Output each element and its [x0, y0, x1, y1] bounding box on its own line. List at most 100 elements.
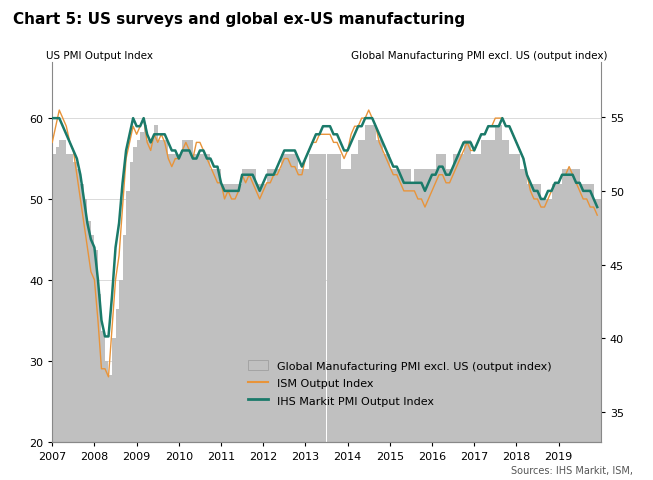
- Bar: [365, 126, 369, 442]
- Bar: [548, 199, 552, 442]
- Bar: [101, 331, 105, 442]
- Bar: [456, 155, 460, 442]
- Bar: [594, 199, 597, 442]
- Bar: [372, 126, 375, 442]
- Bar: [77, 170, 80, 442]
- Bar: [552, 184, 555, 442]
- Bar: [129, 162, 133, 442]
- Bar: [193, 155, 197, 442]
- Bar: [88, 221, 91, 442]
- Bar: [179, 155, 182, 442]
- Bar: [432, 170, 436, 442]
- Bar: [387, 155, 390, 442]
- Bar: [91, 236, 95, 442]
- Bar: [404, 170, 407, 442]
- Bar: [524, 170, 527, 442]
- Bar: [316, 155, 319, 442]
- Bar: [562, 170, 565, 442]
- Bar: [358, 140, 362, 442]
- Bar: [478, 155, 481, 442]
- Text: Sources: IHS Markit, ISM,: Sources: IHS Markit, ISM,: [511, 465, 633, 475]
- Bar: [534, 184, 537, 442]
- Bar: [513, 155, 517, 442]
- Bar: [355, 155, 358, 442]
- Bar: [207, 155, 210, 442]
- Bar: [527, 184, 530, 442]
- Bar: [56, 148, 59, 442]
- Bar: [158, 140, 161, 442]
- Bar: [397, 170, 400, 442]
- Bar: [260, 184, 263, 442]
- Bar: [569, 170, 573, 442]
- Bar: [502, 140, 506, 442]
- Bar: [319, 155, 323, 442]
- Bar: [189, 140, 193, 442]
- Bar: [186, 140, 189, 442]
- Bar: [225, 184, 228, 442]
- Bar: [161, 140, 165, 442]
- Bar: [80, 184, 84, 442]
- Bar: [471, 155, 474, 442]
- Bar: [291, 155, 295, 442]
- Bar: [238, 184, 242, 442]
- Bar: [204, 155, 207, 442]
- Bar: [580, 184, 583, 442]
- Bar: [70, 155, 73, 442]
- Bar: [400, 170, 404, 442]
- Bar: [52, 155, 56, 442]
- Bar: [369, 126, 372, 442]
- Bar: [140, 133, 144, 442]
- Bar: [506, 140, 509, 442]
- Bar: [274, 170, 278, 442]
- Bar: [590, 184, 594, 442]
- Bar: [197, 155, 200, 442]
- Bar: [460, 155, 464, 442]
- Bar: [453, 155, 456, 442]
- Bar: [63, 140, 67, 442]
- Legend: Global Manufacturing PMI excl. US (output index), ISM Output Index, IHS Markit P: Global Manufacturing PMI excl. US (outpu…: [247, 360, 551, 406]
- Bar: [375, 140, 379, 442]
- Bar: [217, 170, 221, 442]
- Text: Chart 5: US surveys and global ex-US manufacturing: Chart 5: US surveys and global ex-US man…: [13, 12, 465, 27]
- Bar: [256, 184, 260, 442]
- Bar: [390, 170, 393, 442]
- Bar: [485, 140, 488, 442]
- Bar: [284, 155, 288, 442]
- Bar: [210, 170, 214, 442]
- Bar: [439, 155, 443, 442]
- Bar: [344, 170, 347, 442]
- Bar: [116, 309, 119, 442]
- Bar: [326, 155, 330, 442]
- Bar: [98, 295, 101, 442]
- Bar: [558, 184, 562, 442]
- Bar: [281, 155, 284, 442]
- Bar: [214, 170, 217, 442]
- Bar: [84, 199, 88, 442]
- Bar: [545, 199, 548, 442]
- Bar: [306, 170, 309, 442]
- Bar: [298, 170, 302, 442]
- Bar: [537, 184, 541, 442]
- Bar: [126, 192, 129, 442]
- Bar: [530, 184, 534, 442]
- Bar: [278, 170, 281, 442]
- Bar: [509, 155, 513, 442]
- Bar: [151, 140, 154, 442]
- Bar: [309, 155, 312, 442]
- Bar: [253, 170, 256, 442]
- Bar: [147, 140, 151, 442]
- Bar: [383, 155, 387, 442]
- Bar: [136, 140, 140, 442]
- Bar: [407, 170, 411, 442]
- Bar: [112, 339, 116, 442]
- Bar: [520, 170, 524, 442]
- Text: US PMI Output Index: US PMI Output Index: [46, 50, 153, 60]
- Bar: [266, 170, 270, 442]
- Bar: [270, 170, 274, 442]
- Bar: [573, 170, 576, 442]
- Bar: [123, 236, 126, 442]
- Bar: [583, 184, 586, 442]
- Bar: [541, 199, 545, 442]
- Bar: [347, 170, 351, 442]
- Bar: [379, 140, 383, 442]
